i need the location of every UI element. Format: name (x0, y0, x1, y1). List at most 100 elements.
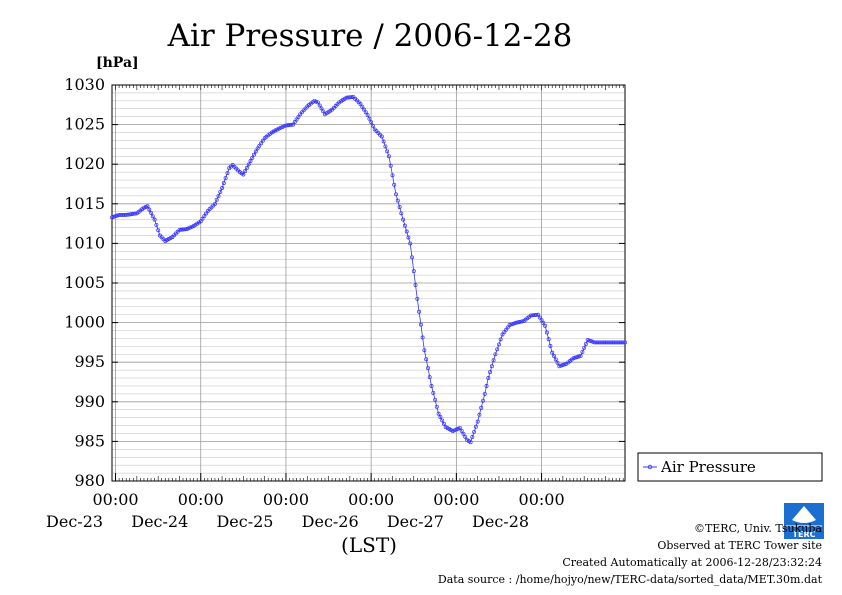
footer-copyright: ©TERC, Univ. Tsukuba (694, 522, 822, 535)
data-point (406, 235, 411, 240)
data-point (511, 321, 516, 326)
data-point (497, 342, 501, 347)
data-point (390, 173, 395, 178)
data-point (404, 229, 409, 234)
data-point (216, 193, 221, 198)
data-point (418, 322, 423, 327)
data-point (544, 330, 549, 335)
data-point (459, 428, 464, 433)
data-point (225, 171, 230, 176)
terc-logo: TERC (784, 503, 824, 539)
data-point (576, 354, 581, 359)
data-point (548, 344, 553, 348)
data-point (111, 214, 116, 219)
logo-text: TERC (793, 530, 816, 539)
data-point (560, 363, 565, 367)
data-point (623, 340, 627, 345)
x-tick-time: 00:00 (263, 490, 309, 509)
data-point (289, 122, 294, 127)
x-tick-date: Dec-26 (302, 512, 359, 531)
data-point (381, 139, 386, 144)
data-point (122, 212, 127, 217)
footer-source: Data source : /home/hojyo/new/TERC-data/… (438, 573, 823, 586)
data-point (127, 212, 132, 217)
data-point (291, 122, 296, 127)
data-point (294, 117, 299, 122)
x-tick-time: 00:00 (433, 490, 479, 509)
data-point (181, 227, 185, 232)
data-point (495, 347, 500, 352)
data-point (319, 106, 324, 111)
data-point (450, 429, 455, 434)
data-point (573, 355, 578, 360)
data-point (505, 325, 510, 330)
series-air-pressure (110, 94, 627, 445)
data-point (502, 330, 507, 335)
data-point (124, 212, 129, 217)
data-point (220, 186, 225, 190)
footer-observed: Observed at TERC Tower site (657, 539, 822, 552)
data-point (408, 241, 413, 246)
y-tick-label: 1025 (64, 115, 105, 134)
data-point (365, 113, 370, 118)
y-tick-label: 1005 (64, 273, 105, 292)
data-point (282, 124, 287, 129)
chart-title: Air Pressure / 2006-12-28 (167, 18, 573, 54)
data-point (214, 197, 219, 202)
y-tick-label: 1015 (64, 194, 105, 213)
data-point (360, 104, 365, 109)
data-point (186, 226, 191, 231)
data-point (481, 398, 485, 403)
data-point (433, 397, 438, 402)
data-point (278, 125, 283, 130)
data-point (154, 222, 159, 227)
data-point (491, 358, 496, 363)
data-point (147, 207, 152, 212)
x-tick-time: 00:00 (178, 490, 224, 509)
data-point (468, 440, 473, 445)
data-point (559, 363, 564, 368)
data-point (252, 152, 256, 157)
data-point (431, 390, 436, 395)
data-point (257, 143, 262, 148)
data-point (188, 225, 193, 230)
data-point (344, 95, 349, 100)
data-point (520, 319, 524, 324)
data-point (392, 182, 397, 187)
data-point (259, 141, 264, 146)
legend-box (637, 452, 823, 482)
data-point (413, 283, 418, 287)
data-point (383, 144, 388, 149)
data-point (578, 353, 583, 358)
data-point (143, 205, 148, 209)
data-point (477, 412, 482, 417)
data-point (223, 176, 228, 181)
data-point (461, 431, 466, 436)
data-point (473, 424, 478, 429)
data-point (518, 319, 523, 324)
grid (112, 85, 625, 481)
data-point (358, 102, 363, 106)
data-point (562, 362, 567, 367)
data-point (536, 312, 540, 317)
y-tick-label: 995 (74, 352, 105, 371)
data-point (457, 425, 462, 430)
data-point (117, 212, 122, 217)
data-point (424, 357, 429, 362)
data-point (493, 352, 498, 357)
data-point (349, 95, 354, 100)
x-tick-date: Dec-23 (46, 512, 103, 531)
data-point (370, 123, 375, 128)
data-point (250, 155, 255, 160)
data-point (145, 204, 150, 209)
data-point (182, 227, 187, 232)
x-tick-date: Dec-28 (472, 512, 529, 531)
y-tick-label: 985 (74, 431, 105, 450)
data-point (546, 337, 551, 342)
data-point (488, 370, 493, 375)
data-point (612, 340, 617, 345)
data-point (591, 339, 595, 344)
data-point (131, 211, 136, 216)
data-point (243, 169, 248, 174)
